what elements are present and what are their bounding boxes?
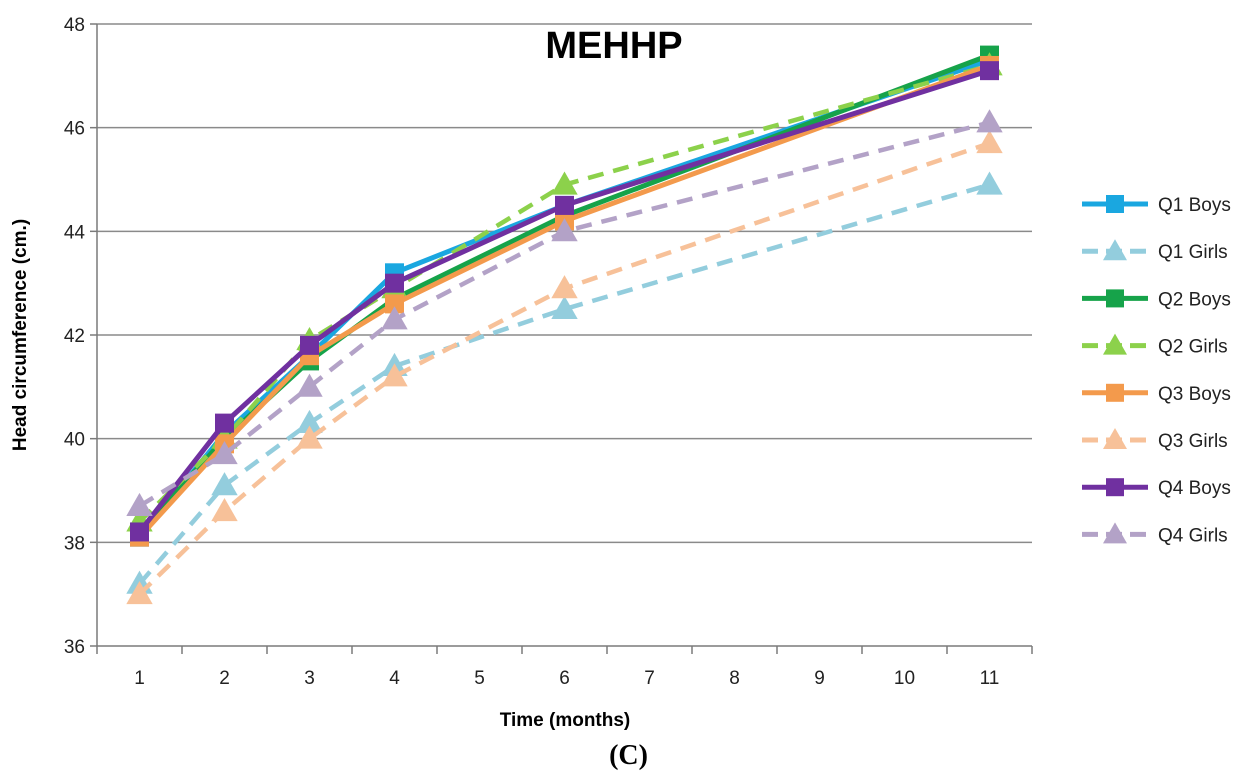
- data-point: [381, 306, 408, 330]
- legend-label: Q4 Boys: [1158, 478, 1231, 499]
- y-tick-labels: 36 38 40 42 44 46 48: [64, 15, 86, 658]
- data-point: [555, 195, 574, 215]
- legend-label: Q3 Girls: [1158, 431, 1228, 452]
- data-point: [296, 409, 323, 434]
- legend-marker: [1106, 383, 1124, 402]
- chart: 36 38 40 42 44 46 48 1 2 3 4 5 6 7 8 9 10 11 Q1 Boys Q1 G…: [10, 15, 1231, 731]
- data-point: [211, 498, 238, 522]
- chart-title: MEHHP: [545, 25, 682, 67]
- x-tick-labels: 1 2 3 4 5 6 7 8 9 10 11: [134, 668, 999, 689]
- legend-item: Q1 Boys: [1082, 195, 1231, 216]
- legend-label: Q2 Boys: [1158, 289, 1231, 310]
- legend-label: Q3 Boys: [1158, 384, 1231, 405]
- y-tick-label: 40: [64, 430, 85, 451]
- data-point: [976, 171, 1003, 195]
- legend-item: Q4 Girls: [1082, 522, 1228, 546]
- data-point: [211, 472, 238, 496]
- data-point: [300, 335, 319, 355]
- legend-marker: [1103, 239, 1127, 261]
- x-tick-label: 5: [474, 668, 485, 689]
- data-point: [551, 295, 578, 319]
- y-axis-label: Head circumference (cm.): [10, 219, 31, 451]
- legend-label: Q2 Girls: [1158, 337, 1228, 358]
- y-tick-label: 48: [64, 15, 85, 36]
- data-point: [126, 580, 153, 605]
- legend-item: Q2 Girls: [1082, 333, 1228, 358]
- x-tick-label: 1: [134, 668, 145, 689]
- data-point: [976, 130, 1003, 154]
- data-point: [381, 363, 408, 387]
- data-point: [980, 61, 999, 81]
- data-point: [385, 273, 404, 293]
- series-line: [137, 68, 991, 534]
- y-tick-label: 36: [64, 637, 85, 658]
- series-line: [137, 63, 991, 539]
- data-point: [126, 492, 153, 516]
- legend-item: Q4 Boys: [1082, 478, 1231, 499]
- x-tick-label: 9: [814, 668, 825, 689]
- data-point: [385, 294, 404, 314]
- y-tick-label: 44: [64, 222, 86, 243]
- x-tick-label: 8: [729, 668, 740, 689]
- data-point: [551, 218, 578, 242]
- panel-label: (C): [609, 740, 648, 771]
- data-point: [551, 171, 578, 195]
- legend-marker: [1103, 428, 1127, 449]
- x-tick-label: 6: [559, 668, 570, 689]
- x-tick-label: 10: [894, 668, 915, 689]
- legend-marker: [1103, 522, 1127, 544]
- x-tick-label: 2: [219, 668, 230, 689]
- legend-marker: [1106, 289, 1124, 308]
- data-point: [296, 425, 323, 449]
- y-tick-label: 42: [64, 326, 85, 347]
- x-tick-label: 7: [644, 668, 655, 689]
- x-axis-label: Time (months): [500, 710, 631, 731]
- legend-item: Q3 Girls: [1082, 428, 1228, 452]
- data-point: [296, 373, 323, 397]
- legend-marker: [1106, 195, 1124, 213]
- legend-item: Q3 Boys: [1082, 383, 1231, 405]
- data-point: [215, 413, 234, 433]
- legend-label: Q4 Girls: [1158, 525, 1228, 546]
- x-tick-label: 3: [304, 668, 315, 689]
- gridlines: [97, 23, 1032, 544]
- legend-item: Q2 Boys: [1082, 289, 1231, 310]
- legend-marker: [1103, 333, 1127, 355]
- legend-label: Q1 Girls: [1158, 242, 1228, 263]
- data-point: [130, 522, 149, 542]
- series-line: [137, 182, 991, 586]
- series-line: [137, 141, 991, 596]
- y-tick-label: 46: [64, 119, 85, 140]
- series-lines: [126, 45, 1003, 605]
- series-q3-girls: [126, 130, 1003, 605]
- x-tick-label: 4: [389, 668, 400, 689]
- y-tick-label: 38: [64, 533, 85, 554]
- legend: Q1 Boys Q1 Girls Q2 Boys Q2 Girls Q3 Boys Q3 …: [1082, 195, 1231, 546]
- series-q4-boys: [130, 61, 999, 542]
- series-line: [138, 120, 991, 508]
- data-point: [551, 275, 578, 299]
- x-tick-label: 11: [980, 668, 1000, 689]
- data-point: [976, 109, 1003, 133]
- legend-label: Q1 Boys: [1158, 195, 1231, 216]
- axes: [90, 23, 1033, 654]
- series-q4-girls: [126, 109, 1003, 516]
- legend-item: Q1 Girls: [1082, 239, 1228, 263]
- legend-marker: [1106, 478, 1124, 497]
- data-point: [211, 441, 238, 465]
